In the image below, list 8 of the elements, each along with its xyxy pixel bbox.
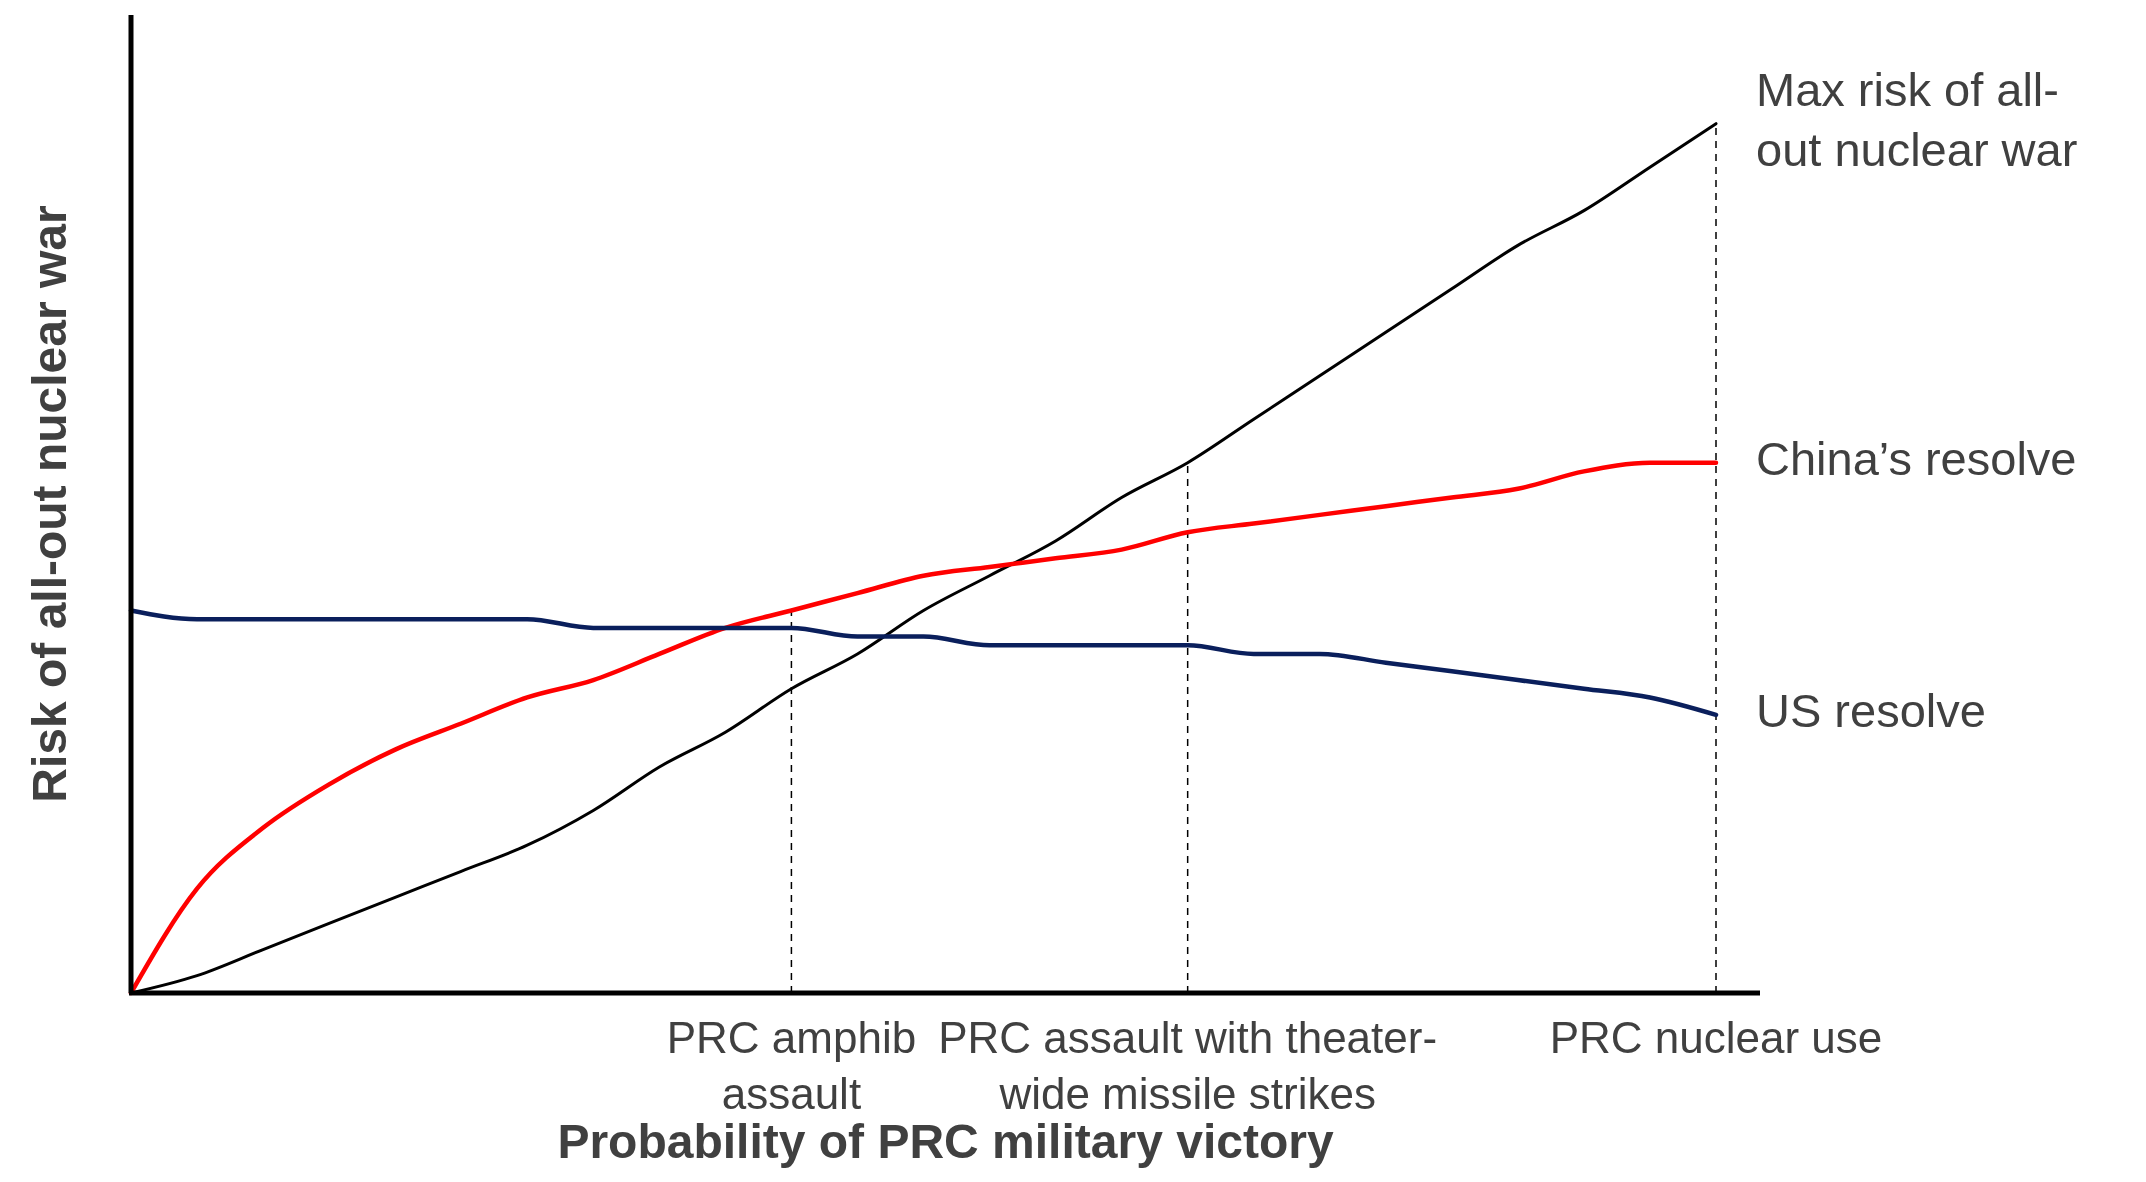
series-label: China’s resolve — [1756, 432, 2077, 486]
y-axis-title: Risk of all-out nuclear war — [23, 205, 76, 803]
x-axis-title: Probability of PRC military victory — [557, 1115, 1334, 1168]
series-label: Max risk of all- out nuclear war — [1756, 63, 2078, 177]
x-tick-label: PRC nuclear use — [1549, 1013, 1883, 1062]
x-tick-label: PRC assault with theater- wide missile strikes — [938, 1013, 1438, 1118]
series-label: US resolve — [1756, 684, 1986, 738]
x-tick-label: PRC amphib assault — [666, 1013, 917, 1118]
